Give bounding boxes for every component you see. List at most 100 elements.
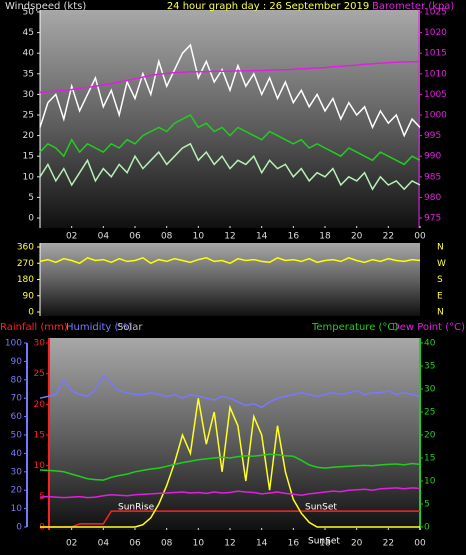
x-tick-label: 00 xyxy=(414,539,426,549)
panel-temperature xyxy=(50,338,420,530)
x-tick-label: 16 xyxy=(288,539,300,549)
x-tick-label: 12 xyxy=(224,232,235,242)
x-tick-label: 10 xyxy=(193,232,205,242)
annotation: SunSet xyxy=(305,503,337,513)
y2-tick-label: 975 xyxy=(424,214,441,224)
x-tick-label: 08 xyxy=(161,232,173,242)
y2-tick-label: N xyxy=(437,308,444,318)
annotation: SunSet xyxy=(308,537,340,547)
y2-axis-label: Barometer (kpa) xyxy=(372,1,454,12)
series-line xyxy=(39,60,421,94)
x-tick-label: 20 xyxy=(351,232,363,242)
y2-tick-label: 1015 xyxy=(424,49,447,59)
series-line xyxy=(39,256,421,265)
x-tick-label: 06 xyxy=(129,232,141,242)
x-tick-label: 20 xyxy=(351,539,363,549)
y3-tick-label: 30 xyxy=(11,467,23,477)
legend-label: Rainfall (mm) xyxy=(0,322,68,333)
y-tick-label: 10 xyxy=(34,461,46,471)
y3-tick-label: 50 xyxy=(11,431,23,441)
y2-tick-label: 1005 xyxy=(424,90,447,100)
y-tick-label: 45 xyxy=(23,28,34,38)
x-tick-label: 08 xyxy=(161,539,173,549)
y-tick-label: 25 xyxy=(34,369,45,379)
x-tick-label: 04 xyxy=(98,539,110,549)
y2-tick-label: 995 xyxy=(424,131,441,141)
x-tick-label: 18 xyxy=(319,539,331,549)
y-tick-label: 5 xyxy=(28,193,34,203)
y3-tick-label: 80 xyxy=(11,375,23,385)
y2-tick-label: 25 xyxy=(424,408,435,418)
series-line xyxy=(39,453,421,481)
y-tick-label: 10 xyxy=(23,172,35,182)
x-tick-label: 12 xyxy=(224,539,235,549)
panel-wind xyxy=(40,10,420,228)
y2-tick-label: 10 xyxy=(424,477,436,487)
y-tick-label: 0 xyxy=(28,308,34,318)
x-tick-label: 00 xyxy=(414,232,426,242)
x-tick-label: 02 xyxy=(66,232,77,242)
x-tick-label: 04 xyxy=(98,232,110,242)
y2-tick-label: 1010 xyxy=(424,69,447,79)
y2-tick-label: N xyxy=(437,243,444,253)
y-tick-label: 20 xyxy=(23,131,35,141)
y-tick-label: 35 xyxy=(23,69,34,79)
x-tick-label: 22 xyxy=(383,539,394,549)
y2-tick-label: W xyxy=(437,259,446,269)
y-tick-label: 25 xyxy=(23,111,34,121)
y2-tick-label: 985 xyxy=(424,172,441,182)
y2-tick-label: 15 xyxy=(424,454,435,464)
y3-tick-label: 90 xyxy=(11,357,23,367)
legend-label: Dew Point (°C) xyxy=(392,322,465,333)
y2-tick-label: 1025 xyxy=(424,8,447,18)
y3-tick-label: 0 xyxy=(16,523,22,533)
y-tick-label: 270 xyxy=(17,259,34,269)
y3-tick-label: 100 xyxy=(5,339,22,349)
y3-tick-label: 10 xyxy=(11,504,23,514)
y-tick-label: 20 xyxy=(34,400,46,410)
y-tick-label: 15 xyxy=(23,152,34,162)
y2-tick-label: 1000 xyxy=(424,111,447,121)
y3-tick-label: 40 xyxy=(11,449,23,459)
y-tick-label: 360 xyxy=(17,243,34,253)
x-tick-label: 10 xyxy=(193,539,205,549)
y2-tick-label: 40 xyxy=(424,339,436,349)
y2-tick-label: 35 xyxy=(424,362,435,372)
series-line xyxy=(39,487,421,499)
series-line xyxy=(40,398,420,528)
legend-label: Temperature (°C) xyxy=(311,322,398,333)
y-tick-label: 50 xyxy=(23,8,35,18)
y-tick-label: 15 xyxy=(34,431,45,441)
y3-tick-label: 20 xyxy=(11,486,23,496)
legend-label: Humidity (%) xyxy=(66,322,132,333)
y2-tick-label: 990 xyxy=(424,152,441,162)
y2-tick-label: 980 xyxy=(424,193,441,203)
y2-tick-label: 0 xyxy=(424,523,430,533)
y2-tick-label: 1020 xyxy=(424,28,447,38)
y-tick-label: 0 xyxy=(28,214,34,224)
y-tick-label: 30 xyxy=(34,339,46,349)
y-tick-label: 40 xyxy=(23,49,35,59)
legend-label: Solar xyxy=(117,322,143,333)
y2-tick-label: S xyxy=(437,275,443,285)
x-tick-label: 22 xyxy=(383,232,394,242)
series-line xyxy=(39,43,421,138)
panel-direction xyxy=(40,243,420,316)
y2-tick-label: 20 xyxy=(424,431,436,441)
x-tick-label: 14 xyxy=(256,539,268,549)
y-tick-label: 90 xyxy=(23,291,35,301)
y-axis-label: Windspeed (kts) xyxy=(5,1,86,12)
x-tick-label: 14 xyxy=(256,232,268,242)
x-tick-label: 18 xyxy=(319,232,331,242)
y2-tick-label: E xyxy=(437,291,443,301)
x-tick-label: 06 xyxy=(129,539,141,549)
y3-tick-label: 70 xyxy=(11,394,23,404)
series-line xyxy=(39,374,421,409)
x-tick-label: 16 xyxy=(288,232,300,242)
x-tick-label: 02 xyxy=(66,539,77,549)
y-tick-label: 30 xyxy=(23,90,35,100)
series-line xyxy=(39,142,421,191)
y2-tick-label: 30 xyxy=(424,385,436,395)
series-line xyxy=(40,510,420,528)
